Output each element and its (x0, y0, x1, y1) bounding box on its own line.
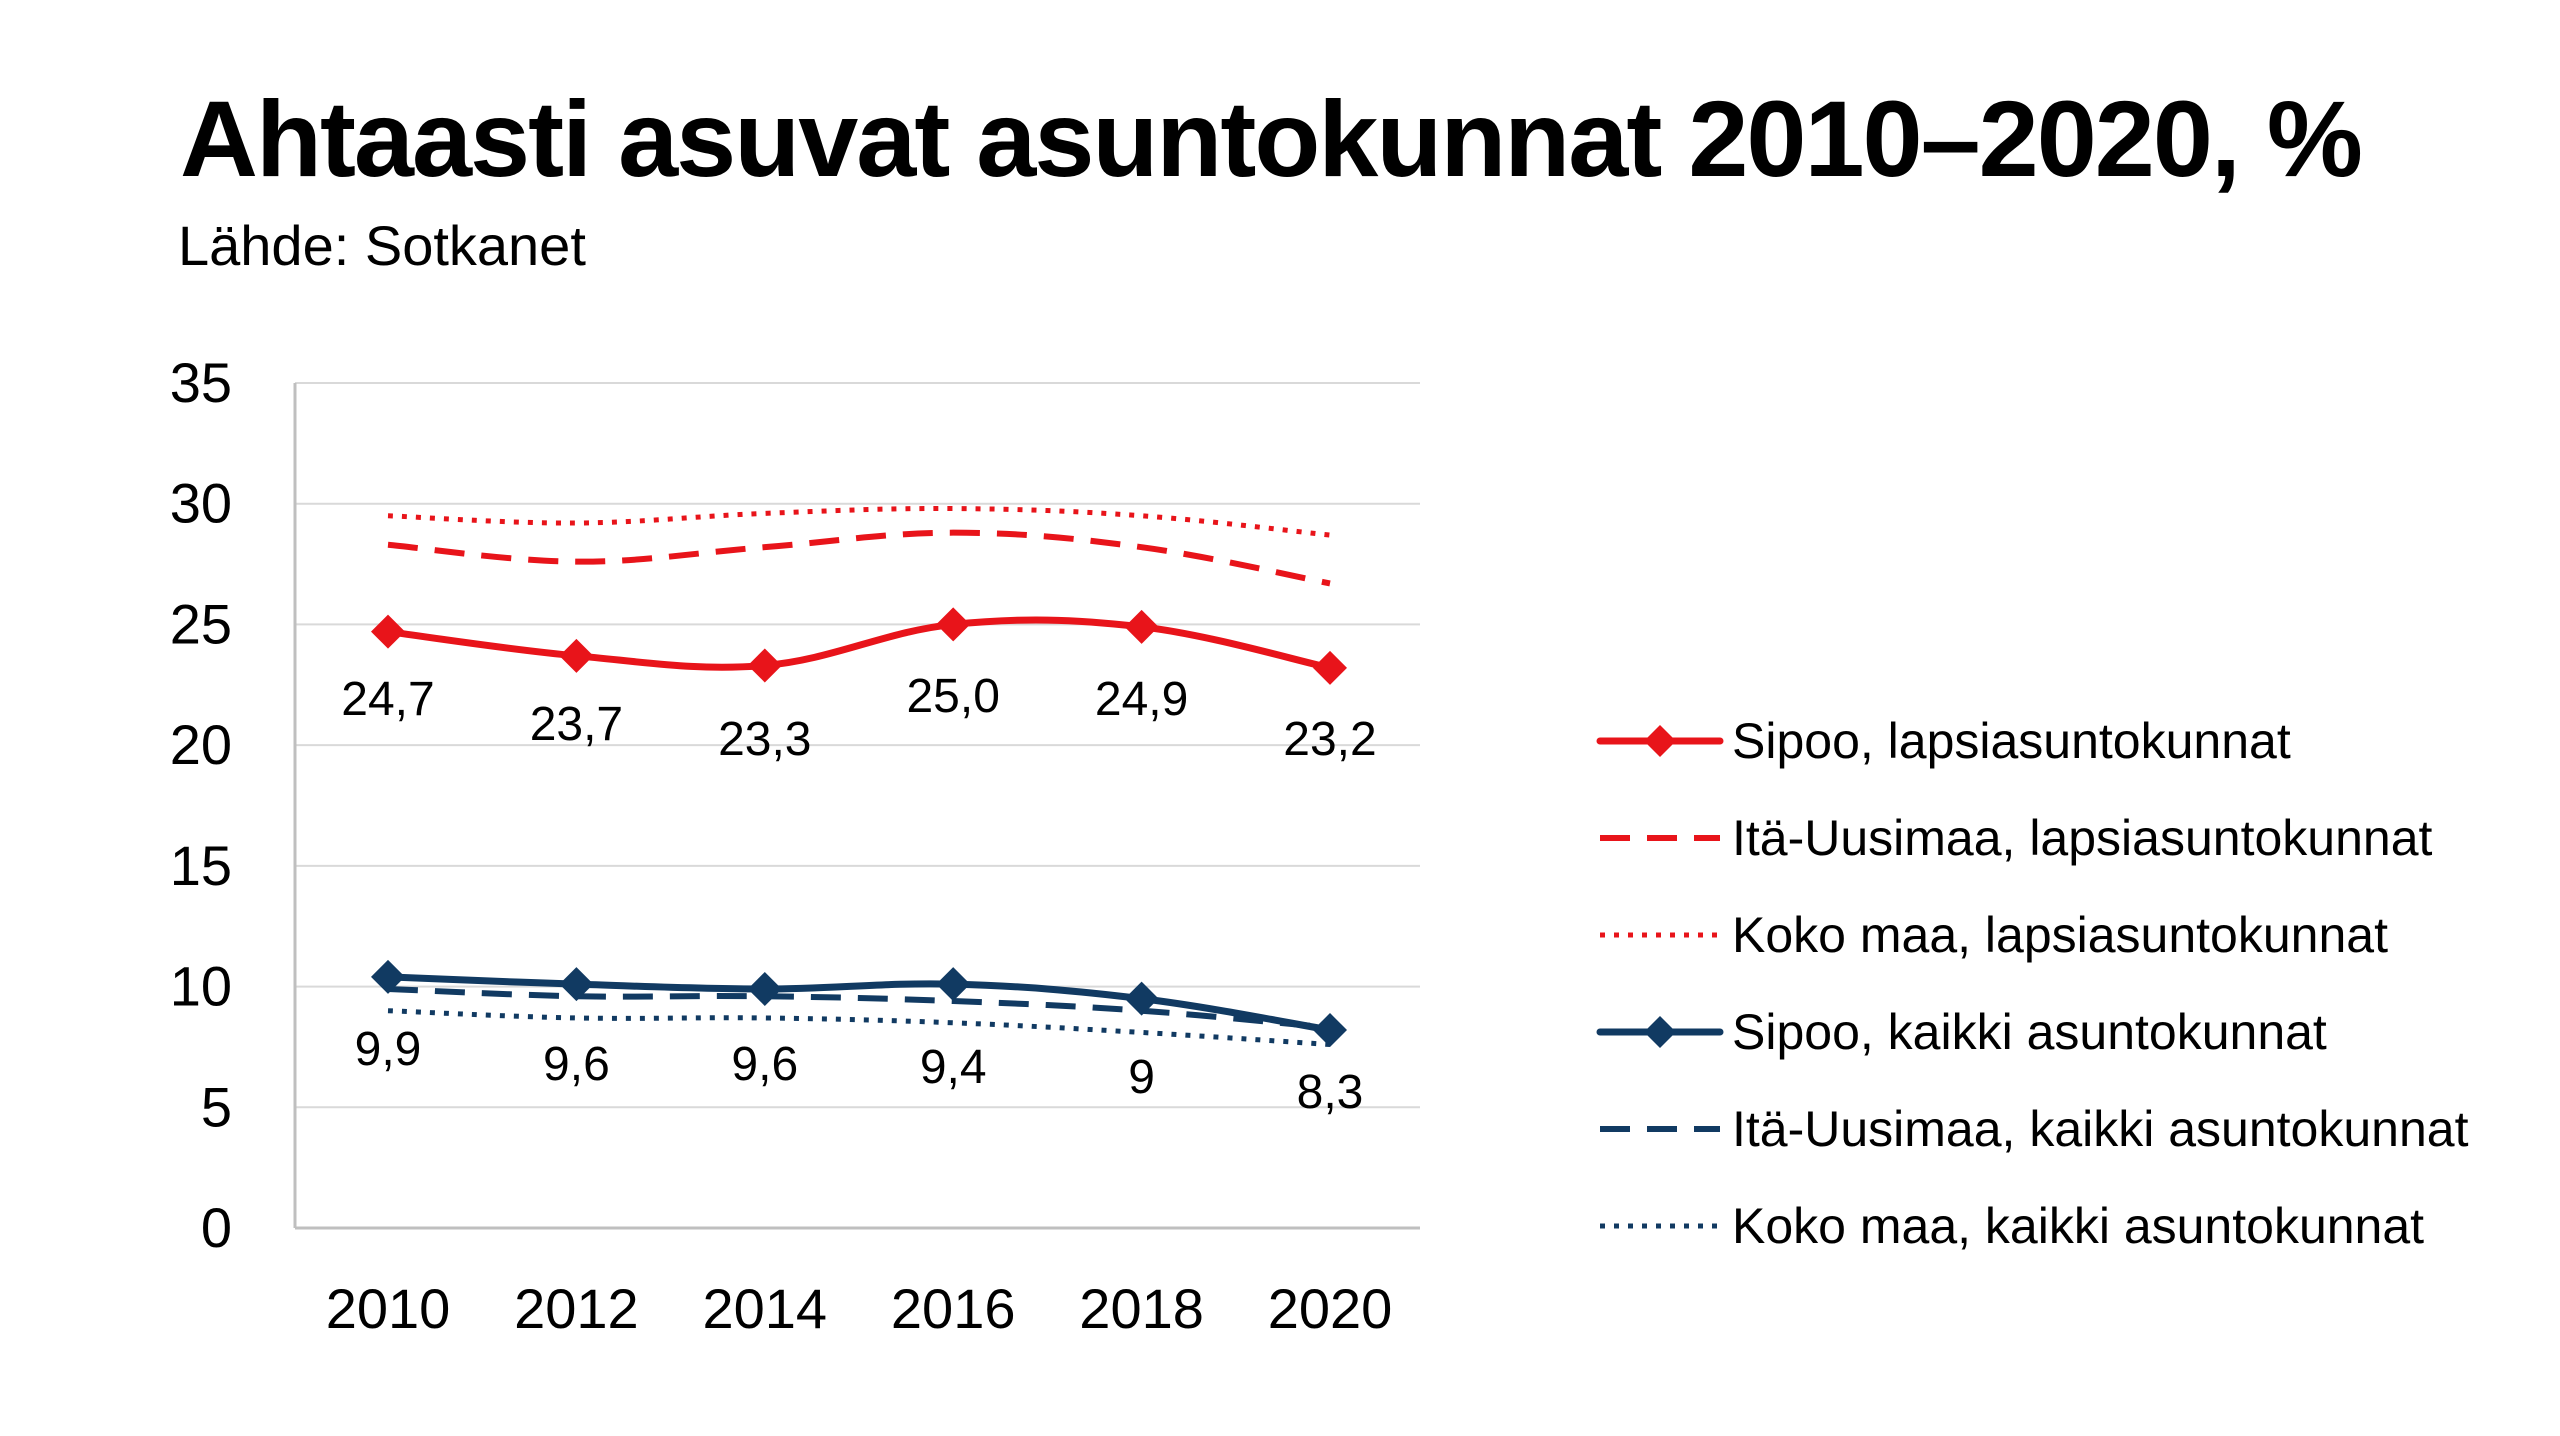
y-tick-label: 30 (170, 472, 232, 535)
data-marker (936, 967, 971, 1002)
data-label: 9,6 (543, 1038, 610, 1091)
legend-label: Sipoo, lapsiasuntokunnat (1732, 713, 2291, 769)
data-label: 24,7 (341, 673, 434, 726)
data-label: 24,9 (1095, 673, 1188, 726)
data-marker (1313, 1013, 1347, 1048)
legend-label: Sipoo, kaikki asuntokunnat (1732, 1004, 2327, 1060)
data-label: 23,7 (530, 698, 623, 751)
y-tick-label: 5 (201, 1075, 232, 1138)
series-line (387, 985, 1331, 1031)
series-line (387, 529, 1331, 587)
data-labels: 24,7 23,7 23,3 25,0 24,9 23,2 9,9 9,6 9,6 9,4 9 8,3 (341, 670, 1376, 1119)
series-line (387, 505, 1331, 538)
data-marker (936, 607, 971, 642)
y-tick-label: 15 (170, 834, 232, 897)
x-tick-label: 2016 (891, 1277, 1016, 1340)
series-line (384, 973, 1334, 1034)
x-tick-label: 2018 (1079, 1277, 1204, 1340)
legend-label: Koko maa, lapsiasuntokunnat (1732, 907, 2388, 963)
y-tick-label: 0 (201, 1196, 232, 1259)
data-label: 25,0 (906, 670, 999, 723)
data-marker (747, 648, 782, 683)
x-tick-label: 2014 (703, 1277, 828, 1340)
data-label: 9,4 (920, 1041, 987, 1094)
y-tick-label: 10 (170, 955, 232, 1018)
data-marker (559, 967, 594, 1002)
data-marker (371, 959, 405, 994)
data-marker (1124, 981, 1159, 1016)
y-tick-label: 20 (170, 713, 232, 776)
legend-label: Itä-Uusimaa, lapsiasuntokunnat (1732, 810, 2432, 866)
y-tick-label: 25 (170, 592, 232, 655)
data-label: 8,3 (1297, 1066, 1364, 1119)
data-label: 9,6 (731, 1038, 798, 1091)
data-marker (371, 614, 405, 649)
legend-marker (1644, 725, 1676, 757)
legend-label: Koko maa, kaikki asuntokunnat (1732, 1198, 2424, 1254)
y-tick-label: 35 (170, 351, 232, 414)
x-tick-label: 2020 (1268, 1277, 1393, 1340)
data-label: 9 (1128, 1051, 1155, 1104)
legend-label: Itä-Uusimaa, kaikki asuntokunnat (1732, 1101, 2469, 1157)
x-tick-label: 2010 (326, 1277, 451, 1340)
data-label: 23,2 (1283, 713, 1376, 766)
data-marker (747, 971, 782, 1006)
chart-title: Ahtaasti asuvat asuntokunnat 2010–2020, … (180, 78, 2363, 199)
legend-marker (1644, 1016, 1676, 1048)
gridlines (295, 382, 1420, 1109)
data-label: 9,9 (355, 1023, 422, 1076)
series-line (384, 616, 1334, 672)
x-tick-label: 2012 (514, 1277, 639, 1340)
data-marker (559, 638, 594, 673)
chart-subtitle: Lähde: Sotkanet (178, 214, 586, 277)
data-marker (1124, 609, 1159, 644)
series-lines (371, 505, 1347, 1048)
axes: 0 5 10 15 20 25 30 35 2010 2012 2014 2016 2018 2020 (170, 351, 1420, 1340)
data-marker (1313, 650, 1347, 685)
data-label: 23,3 (718, 713, 811, 766)
legend: Sipoo, lapsiasuntokunnat Itä-Uusimaa, lap… (1596, 713, 2469, 1254)
